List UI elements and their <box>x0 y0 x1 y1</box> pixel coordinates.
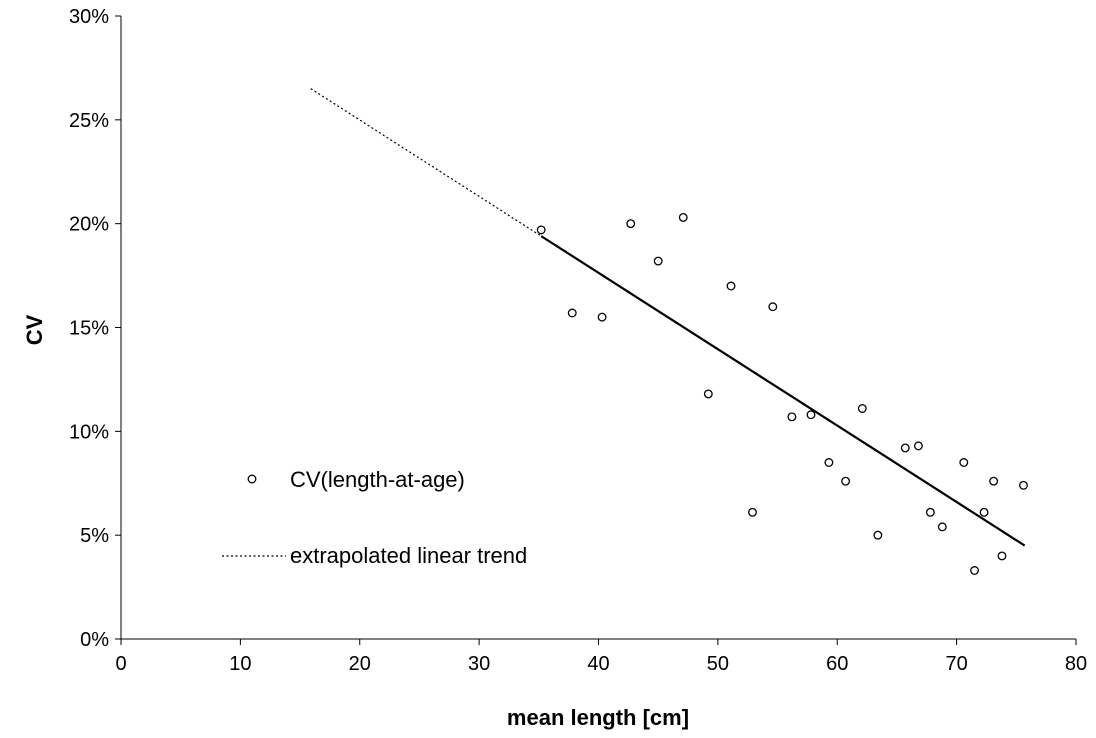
x-tick-label: 20 <box>349 653 371 675</box>
data-point <box>970 566 979 575</box>
data-point <box>989 476 999 486</box>
data-point <box>900 443 910 453</box>
data-point <box>1019 480 1028 490</box>
plot-area <box>310 88 1028 575</box>
data-point <box>626 219 636 229</box>
data-point <box>536 225 546 235</box>
x-tick-label: 80 <box>1065 653 1087 675</box>
x-tick-label: 60 <box>826 653 848 675</box>
y-tick-label: 20% <box>69 214 109 236</box>
y-tick-label: 0% <box>80 629 109 651</box>
data-point <box>653 256 663 266</box>
data-point <box>768 302 778 312</box>
data-point <box>997 551 1007 561</box>
y-axis-title: CV <box>22 314 47 345</box>
data-point <box>913 441 923 451</box>
data-point <box>748 507 757 517</box>
data-point <box>678 212 688 222</box>
x-tick-label: 0 <box>115 653 126 675</box>
y-tick-label: 30% <box>69 6 109 28</box>
data-point <box>787 412 797 422</box>
legend-label-cv: CV(length-at-age) <box>290 467 465 492</box>
y-tick-label: 15% <box>69 318 109 340</box>
x-tick-label: 30 <box>468 653 490 675</box>
trend-line <box>540 235 1026 547</box>
data-point <box>567 308 577 318</box>
data-point <box>873 530 883 540</box>
x-tick-label: 70 <box>946 653 968 675</box>
x-axis: 0 10 20 30 40 50 60 70 80 <box>115 638 1087 675</box>
x-tick-label: 10 <box>229 653 251 675</box>
x-tick-label: 50 <box>707 653 729 675</box>
data-point <box>857 404 867 413</box>
x-tick-label: 40 <box>587 653 609 675</box>
legend-marker-circle <box>247 474 257 484</box>
data-point <box>937 522 947 532</box>
data-point <box>925 507 935 517</box>
legend: CV(length-at-age) extrapolated linear tr… <box>222 467 527 568</box>
data-point <box>979 507 989 517</box>
y-tick-label: 5% <box>80 525 109 547</box>
x-axis-title: mean length [cm] <box>507 705 689 730</box>
y-axis: 0% 5% 10% 15% 20% 25% 30% <box>69 6 122 651</box>
data-point <box>841 476 851 486</box>
y-tick-label: 25% <box>69 110 109 132</box>
data-point <box>824 458 834 467</box>
data-point <box>726 281 736 291</box>
legend-label-trend: extrapolated linear trend <box>290 543 527 568</box>
y-tick-label: 10% <box>69 421 109 443</box>
extrapolated-trend-line <box>310 88 542 237</box>
data-point <box>959 458 969 467</box>
data-point <box>703 389 713 399</box>
data-point <box>806 410 816 420</box>
data-point <box>597 312 607 322</box>
